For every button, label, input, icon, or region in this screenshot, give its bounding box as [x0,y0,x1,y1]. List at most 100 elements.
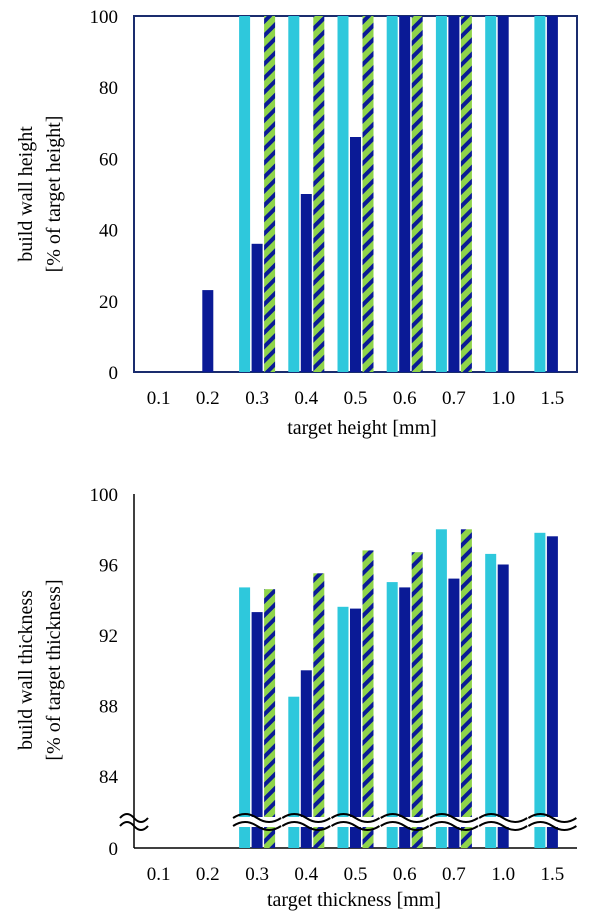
thickness-bar-hatched-0_7 [460,529,472,849]
thickness-y-tick-92: 92 [99,626,118,647]
axis-break-gap-0_3 [233,817,282,827]
axis-break-gap-0_6 [380,817,429,827]
height-bar-cyan-0_4 [288,16,300,372]
height-bar-hatched-0_4 [313,16,325,372]
thickness-y-axis-label-line1: build wall thickness [15,590,37,750]
height-x-tick-0_1: 0.1 [147,388,171,409]
height-bar-cyan-0_3 [239,16,251,372]
thickness-y-tick-labels: 0 84 88 92 96 100 [90,485,119,860]
thickness-x-axis-label: target thickness [mm] [267,889,441,911]
height-x-tick-0_2: 0.2 [196,388,220,409]
height-chart: 0 20 40 60 80 100 0.1 0.2 0.3 0.4 0.5 0.6 0.7 1.0 1.5… [15,7,578,439]
height-bar-navy-0_3 [251,243,263,372]
thickness-bar-cyan-1_0 [485,553,497,848]
height-y-tick-20: 20 [99,292,118,313]
thickness-bar-cyan-0_3 [239,587,251,848]
height-bar-navy-0_5 [350,137,361,372]
thickness-bar-navy-1_0 [497,564,509,848]
height-bar-cyan-1_5 [534,16,546,372]
thickness-bars [239,529,558,849]
thickness-x-tick-1_0: 1.0 [491,864,515,885]
height-bars [202,16,558,372]
thickness-bar-navy-0_7 [448,578,460,848]
thickness-bar-hatched-0_3 [264,589,276,848]
thickness-bar-navy-0_6 [399,587,411,848]
thickness-x-tick-0_1: 0.1 [147,864,171,885]
height-x-tick-0_3: 0.3 [245,388,269,409]
height-y-tick-40: 40 [99,221,118,242]
thickness-bar-cyan-0_5 [337,606,349,848]
axis-break-1_5 [527,813,577,831]
height-y-axis-label-line2: [% of target height] [43,116,65,273]
thickness-y-tick-100: 100 [90,485,119,506]
axis-break-0_5 [330,813,381,831]
axis-break-gap-0_7 [429,817,478,827]
thickness-y-tick-0: 0 [109,839,119,860]
height-bar-navy-0_2 [202,290,214,372]
thickness-bar-cyan-1_5 [534,532,546,848]
thickness-bar-navy-0_5 [350,608,361,848]
height-bar-hatched-0_6 [411,16,423,372]
axis-break-gap-0_5 [331,817,380,827]
thickness-bar-navy-0_3 [251,612,263,848]
height-x-axis-label: target height [mm] [287,417,437,439]
thickness-x-tick-labels: 0.1 0.2 0.3 0.4 0.5 0.6 0.7 1.0 1.5 [147,864,565,885]
thickness-axis-breaks [119,813,577,831]
thickness-x-tick-0_4: 0.4 [294,864,318,885]
height-bar-hatched-0_7 [460,16,472,372]
thickness-y-axis-label-line2: [% of target thickness] [43,579,65,760]
axis-break-0_6 [380,813,430,831]
height-x-tick-0_7: 0.7 [442,388,466,409]
axis-break-1_0 [478,813,528,831]
thickness-x-tick-0_2: 0.2 [196,864,220,885]
height-y-tick-0: 0 [109,363,119,384]
axis-break-0_3 [232,813,282,831]
height-x-tick-labels: 0.1 0.2 0.3 0.4 0.5 0.6 0.7 1.0 1.5 [147,388,565,409]
thickness-chart: 0 84 88 92 96 100 0.1 0.2 0.3 0.4 0.5 0.6 0.7 1.0 1.5… [15,485,577,911]
height-y-tick-labels: 0 20 40 60 80 100 [90,7,119,384]
thickness-bar-hatched-0_5 [362,550,374,848]
height-bar-hatched-0_5 [362,16,374,372]
thickness-x-tick-0_6: 0.6 [393,864,417,885]
height-bar-navy-1_0 [497,16,509,372]
thickness-y-tick-88: 88 [99,697,118,718]
height-y-tick-100: 100 [90,7,119,28]
thickness-bar-cyan-0_6 [386,582,398,848]
thickness-bar-cyan-0_4 [288,696,300,848]
thickness-bar-cyan-0_7 [435,529,447,849]
thickness-x-tick-0_3: 0.3 [245,864,269,885]
axis-break-gap-1_5 [528,817,577,827]
height-bar-cyan-0_5 [337,16,349,372]
axis-break-gap-0_4 [282,817,331,827]
height-y-tick-80: 80 [99,78,118,99]
axis-break-gap-1_0 [479,817,528,827]
thickness-bar-navy-1_5 [546,536,558,848]
height-x-tick-0_4: 0.4 [294,388,318,409]
height-bar-navy-0_6 [399,16,411,372]
height-y-tick-60: 60 [99,149,118,170]
height-bar-cyan-0_6 [386,16,398,372]
height-bar-navy-0_7 [448,16,460,372]
height-bar-navy-1_5 [546,16,558,372]
thickness-x-tick-0_7: 0.7 [442,864,466,885]
height-bar-navy-0_4 [300,194,312,372]
thickness-bar-navy-0_4 [300,670,312,849]
height-x-tick-0_6: 0.6 [393,388,417,409]
axis-break-y [119,813,149,831]
height-bar-cyan-1_0 [485,16,497,372]
thickness-y-tick-84: 84 [99,767,119,788]
height-bar-hatched-0_3 [264,16,276,372]
thickness-bar-hatched-0_4 [313,573,325,848]
height-x-tick-1_0: 1.0 [491,388,515,409]
height-y-axis-label-line1: build wall height [15,126,37,262]
thickness-y-tick-96: 96 [99,556,118,577]
thickness-x-tick-1_5: 1.5 [541,864,565,885]
thickness-bar-hatched-0_6 [411,552,423,848]
thickness-x-tick-0_5: 0.5 [344,864,368,885]
height-bar-cyan-0_7 [435,16,447,372]
axis-break-0_7 [429,813,479,831]
height-x-tick-1_5: 1.5 [541,388,565,409]
height-x-tick-0_5: 0.5 [344,388,368,409]
axis-break-0_4 [281,813,331,831]
